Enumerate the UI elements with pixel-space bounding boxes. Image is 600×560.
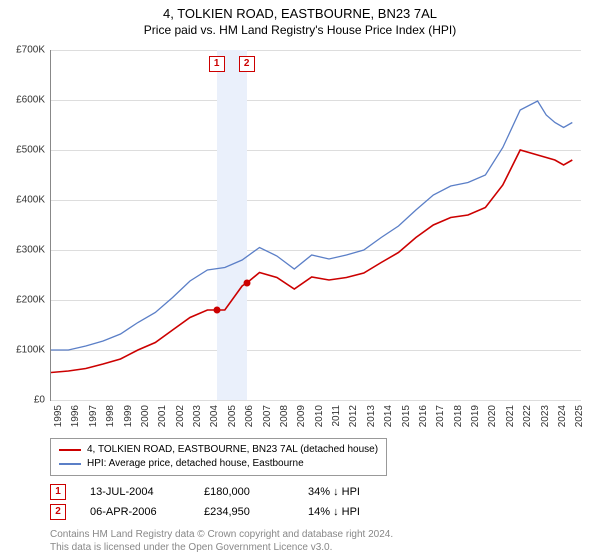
x-tick-label: 2020 (487, 405, 498, 435)
legend-swatch (59, 449, 81, 451)
sale-marker-icon: 1 (209, 56, 225, 72)
y-tick-label: £400K (0, 195, 45, 206)
y-tick-label: £0 (0, 395, 45, 406)
x-tick-label: 2000 (140, 405, 151, 435)
x-tick-label: 2001 (157, 405, 168, 435)
x-tick-label: 2008 (279, 405, 290, 435)
x-tick-label: 1998 (105, 405, 116, 435)
x-tick-label: 2002 (175, 405, 186, 435)
y-tick-label: £700K (0, 45, 45, 56)
x-tick-label: 1995 (53, 405, 64, 435)
y-tick-label: £200K (0, 295, 45, 306)
sale-date: 13-JUL-2004 (90, 482, 180, 502)
x-tick-label: 1996 (70, 405, 81, 435)
gridline (51, 400, 581, 401)
x-tick-label: 2016 (418, 405, 429, 435)
line-series-svg (51, 50, 581, 400)
y-tick-label: £100K (0, 345, 45, 356)
sale-date: 06-APR-2006 (90, 502, 180, 522)
x-tick-label: 2023 (540, 405, 551, 435)
legend-item: HPI: Average price, detached house, East… (59, 457, 378, 471)
x-tick-label: 2021 (505, 405, 516, 435)
x-tick-label: 2015 (401, 405, 412, 435)
legend-label: HPI: Average price, detached house, East… (87, 457, 304, 471)
x-tick-label: 2025 (574, 405, 585, 435)
chart-container: 4, TOLKIEN ROAD, EASTBOURNE, BN23 7AL Pr… (0, 0, 600, 560)
x-tick-label: 2022 (522, 405, 533, 435)
x-tick-label: 2011 (331, 405, 342, 435)
y-tick-label: £300K (0, 245, 45, 256)
x-tick-label: 2004 (209, 405, 220, 435)
sale-price: £234,950 (204, 502, 284, 522)
sales-table: 1 13-JUL-2004 £180,000 34% ↓ HPI 2 06-AP… (50, 482, 360, 522)
series-price_paid (51, 150, 572, 373)
x-tick-label: 2013 (366, 405, 377, 435)
legend-swatch (59, 463, 81, 465)
x-tick-label: 2012 (348, 405, 359, 435)
sale-marker-icon: 2 (50, 504, 66, 520)
x-tick-label: 2017 (435, 405, 446, 435)
chart-subtitle: Price paid vs. HM Land Registry's House … (0, 21, 600, 37)
x-tick-label: 1997 (88, 405, 99, 435)
y-tick-label: £600K (0, 95, 45, 106)
x-tick-label: 2018 (453, 405, 464, 435)
legend-label: 4, TOLKIEN ROAD, EASTBOURNE, BN23 7AL (d… (87, 443, 378, 457)
series-hpi (51, 101, 572, 350)
sale-row: 2 06-APR-2006 £234,950 14% ↓ HPI (50, 502, 360, 522)
x-tick-label: 2009 (296, 405, 307, 435)
plot-area: 12 (50, 50, 581, 401)
sale-dot (213, 307, 220, 314)
chart-title: 4, TOLKIEN ROAD, EASTBOURNE, BN23 7AL (0, 0, 600, 21)
x-tick-label: 2010 (314, 405, 325, 435)
x-tick-label: 2005 (227, 405, 238, 435)
x-tick-label: 2024 (557, 405, 568, 435)
sale-row: 1 13-JUL-2004 £180,000 34% ↓ HPI (50, 482, 360, 502)
sale-delta: 34% ↓ HPI (308, 482, 360, 502)
sale-delta: 14% ↓ HPI (308, 502, 360, 522)
sale-dot (243, 279, 250, 286)
footer: Contains HM Land Registry data © Crown c… (50, 528, 393, 554)
legend: 4, TOLKIEN ROAD, EASTBOURNE, BN23 7AL (d… (50, 438, 387, 476)
y-tick-label: £500K (0, 145, 45, 156)
x-tick-label: 2019 (470, 405, 481, 435)
footer-line: This data is licensed under the Open Gov… (50, 541, 393, 554)
sale-price: £180,000 (204, 482, 284, 502)
x-tick-label: 2014 (383, 405, 394, 435)
legend-item: 4, TOLKIEN ROAD, EASTBOURNE, BN23 7AL (d… (59, 443, 378, 457)
x-tick-label: 1999 (123, 405, 134, 435)
sale-marker-icon: 2 (239, 56, 255, 72)
x-tick-label: 2007 (262, 405, 273, 435)
footer-line: Contains HM Land Registry data © Crown c… (50, 528, 393, 541)
sale-marker-icon: 1 (50, 484, 66, 500)
x-tick-label: 2006 (244, 405, 255, 435)
x-tick-label: 2003 (192, 405, 203, 435)
